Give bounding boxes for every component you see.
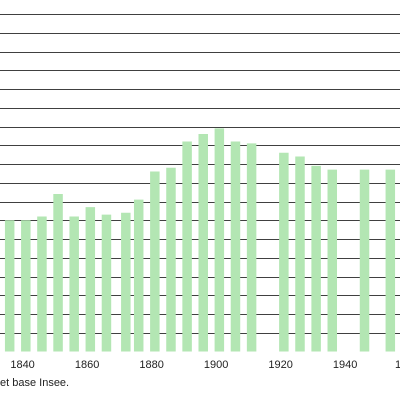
bar-1851 — [53, 194, 63, 352]
bar-1872 — [121, 212, 131, 352]
bar-1946 — [359, 169, 370, 352]
bar-1931 — [311, 165, 321, 352]
source-note: et base Insee. — [0, 377, 70, 389]
bar-1921 — [279, 152, 289, 352]
bar-1891 — [182, 141, 192, 352]
x-tick-label-1860: 1860 — [75, 359, 99, 371]
x-axis-tick-labels: 1840 1860 1880 1900 1920 1940 1 — [10, 359, 400, 371]
bar-1906 — [230, 141, 241, 352]
bar-1896 — [198, 134, 208, 352]
x-tick-label-1880: 1880 — [139, 359, 163, 371]
x-tick-label-1900: 1900 — [204, 359, 228, 371]
x-tick-label-1940: 1940 — [333, 359, 357, 371]
bar-1856 — [69, 216, 79, 352]
x-tick-label-1920: 1920 — [268, 359, 292, 371]
bar-1911 — [246, 143, 257, 352]
bar-1876 — [133, 199, 144, 352]
bar-1901 — [214, 128, 225, 352]
bar-1936 — [327, 169, 338, 352]
x-tick-label-partial: 1 — [395, 359, 400, 371]
bar-1866 — [101, 214, 112, 352]
bar-1841 — [21, 220, 31, 352]
bar-1954 — [385, 169, 396, 352]
bar-1861 — [85, 207, 96, 352]
bar-1881 — [150, 171, 160, 352]
bar-1846 — [37, 216, 47, 352]
bar-1886 — [166, 167, 176, 352]
bar-1836 — [4, 220, 15, 352]
bars — [4, 128, 396, 352]
gridlines — [0, 14, 400, 334]
x-tick-label-1840: 1840 — [10, 359, 34, 371]
bar-chart: 1840 1860 1880 1900 1920 1940 1 — [0, 14, 400, 371]
bar-1926 — [295, 156, 305, 352]
